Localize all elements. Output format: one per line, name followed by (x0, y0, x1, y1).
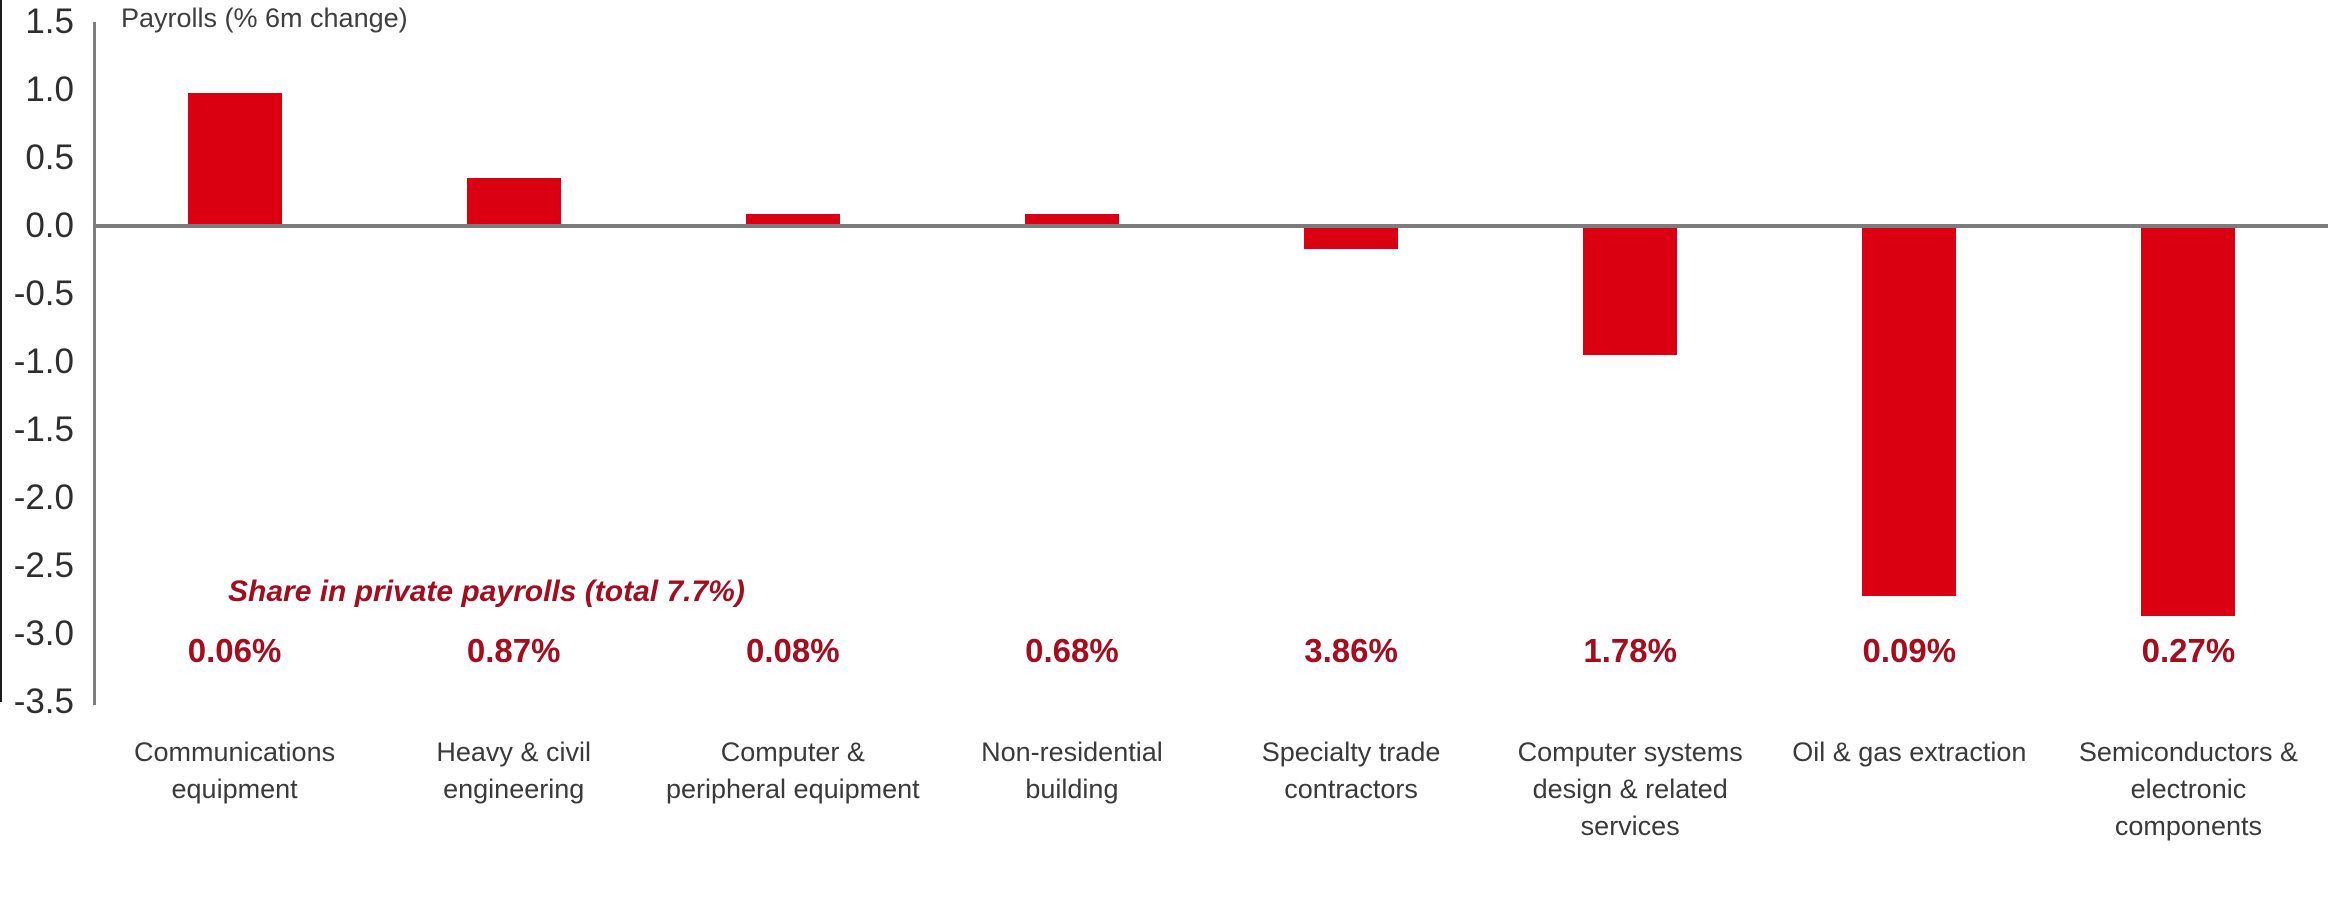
share-label: 0.06% (187, 632, 282, 669)
bar (187, 92, 282, 226)
share-label: 0.27% (2141, 632, 2236, 669)
y-axis-tick-label: 0.5 (25, 138, 74, 177)
category-label: Oil & gas extraction (1792, 737, 2027, 767)
bar (1024, 213, 1119, 226)
category-label: Semiconductors & electronic components (2078, 737, 2298, 841)
share-annotation: Share in private payrolls (total 7.7%) (228, 575, 745, 608)
x-axis-zero-line (95, 224, 2328, 228)
y-axis-tick-label: -3.5 (13, 682, 74, 721)
share-label: 1.78% (1583, 632, 1677, 669)
chart-title: Payrolls (% 6m change) (121, 3, 408, 33)
y-axis-tick-label: 0.0 (25, 206, 74, 245)
y-axis-tick-label: -1.5 (13, 410, 74, 449)
share-label: 0.09% (1862, 632, 1957, 669)
category-label: Communications equipment (134, 737, 336, 804)
bar (1304, 226, 1399, 250)
bar (1862, 226, 1957, 596)
share-label: 0.08% (746, 632, 840, 669)
share-label: 0.68% (1025, 632, 1119, 669)
bar (466, 178, 561, 226)
left-edge-line (0, 0, 2, 702)
category-label: Specialty trade contractors (1261, 737, 1441, 804)
share-label: 3.86% (1304, 632, 1398, 669)
category-label: Computer & peripheral equipment (665, 737, 920, 804)
y-axis-tick-label: -2.5 (13, 546, 74, 585)
y-axis-tick-label: -0.5 (13, 274, 74, 313)
bar (745, 213, 840, 226)
y-axis-tick-label: -3.0 (13, 614, 74, 653)
bar (1583, 226, 1678, 356)
category-label: Computer systems design & related servic… (1517, 737, 1743, 841)
share-label: 0.87% (466, 632, 561, 669)
category-label: Non-residential building (981, 737, 1163, 804)
y-axis-line (93, 22, 96, 705)
y-axis-tick-label: 1.5 (25, 2, 74, 41)
bar (2141, 226, 2236, 617)
y-axis-tick-label: 1.0 (25, 70, 74, 109)
category-label: Heavy & civil engineering (436, 737, 591, 804)
y-axis-tick-label: -2.0 (13, 478, 74, 517)
y-axis-tick-label: -1.0 (13, 342, 74, 381)
